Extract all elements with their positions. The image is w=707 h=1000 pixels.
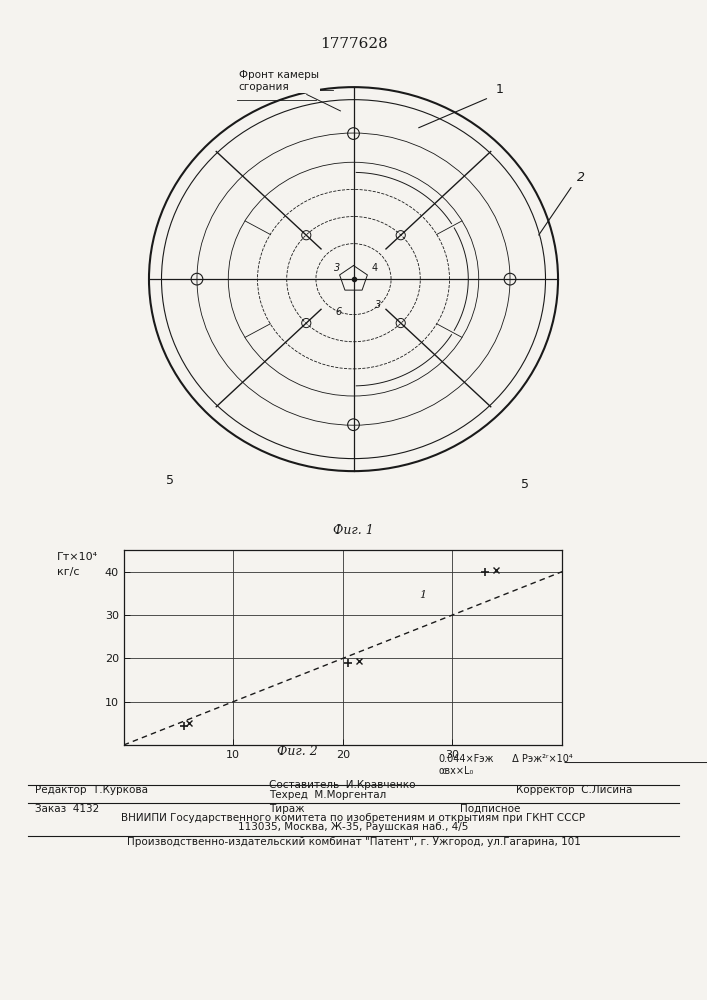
Text: кг/с: кг/с xyxy=(57,567,79,577)
Text: Техред  М.Моргентал: Техред М.Моргентал xyxy=(269,790,386,800)
Text: Тираж: Тираж xyxy=(269,804,304,814)
Text: 5: 5 xyxy=(520,478,529,491)
Text: Фиг. 1: Фиг. 1 xyxy=(333,524,374,537)
Text: Подписное: Подписное xyxy=(460,804,520,814)
Text: 6: 6 xyxy=(336,307,342,317)
Text: Гт×10⁴: Гт×10⁴ xyxy=(57,552,98,562)
Text: Δ Pэж²ʳ×10⁴: Δ Pэж²ʳ×10⁴ xyxy=(509,754,573,764)
Text: 5: 5 xyxy=(166,474,174,487)
Text: Заказ  4132: Заказ 4132 xyxy=(35,804,100,814)
Text: Редактор  Т.Куркова: Редактор Т.Куркова xyxy=(35,785,148,795)
Text: αвх×L₀: αвх×L₀ xyxy=(438,766,474,776)
Text: Фиг. 2: Фиг. 2 xyxy=(276,745,317,758)
Text: 1: 1 xyxy=(419,590,427,600)
Text: Корректор  С.Лисина: Корректор С.Лисина xyxy=(516,785,633,795)
Text: 3: 3 xyxy=(334,263,340,273)
Text: ВНИИПИ Государственного комитета по изобретениям и открытиям при ГКНТ СССР: ВНИИПИ Государственного комитета по изоб… xyxy=(122,813,585,823)
Text: 0.044×Fэж: 0.044×Fэж xyxy=(438,754,494,764)
Text: Производственно-издательский комбинат "Патент", г. Ужгород, ул.Гагарина, 101: Производственно-издательский комбинат "П… xyxy=(127,837,580,847)
Text: 1777628: 1777628 xyxy=(320,37,387,51)
Text: 2: 2 xyxy=(577,171,585,184)
Text: Составитель  И.Кравченко: Составитель И.Кравченко xyxy=(269,780,415,790)
Text: 1: 1 xyxy=(496,83,503,96)
Text: 3: 3 xyxy=(375,300,382,310)
Text: 4: 4 xyxy=(371,263,378,273)
Text: Фронт камеры
сгорания: Фронт камеры сгорания xyxy=(239,70,341,111)
Text: 113035, Москва, Ж-35, Раушская наб., 4/5: 113035, Москва, Ж-35, Раушская наб., 4/5 xyxy=(238,822,469,832)
